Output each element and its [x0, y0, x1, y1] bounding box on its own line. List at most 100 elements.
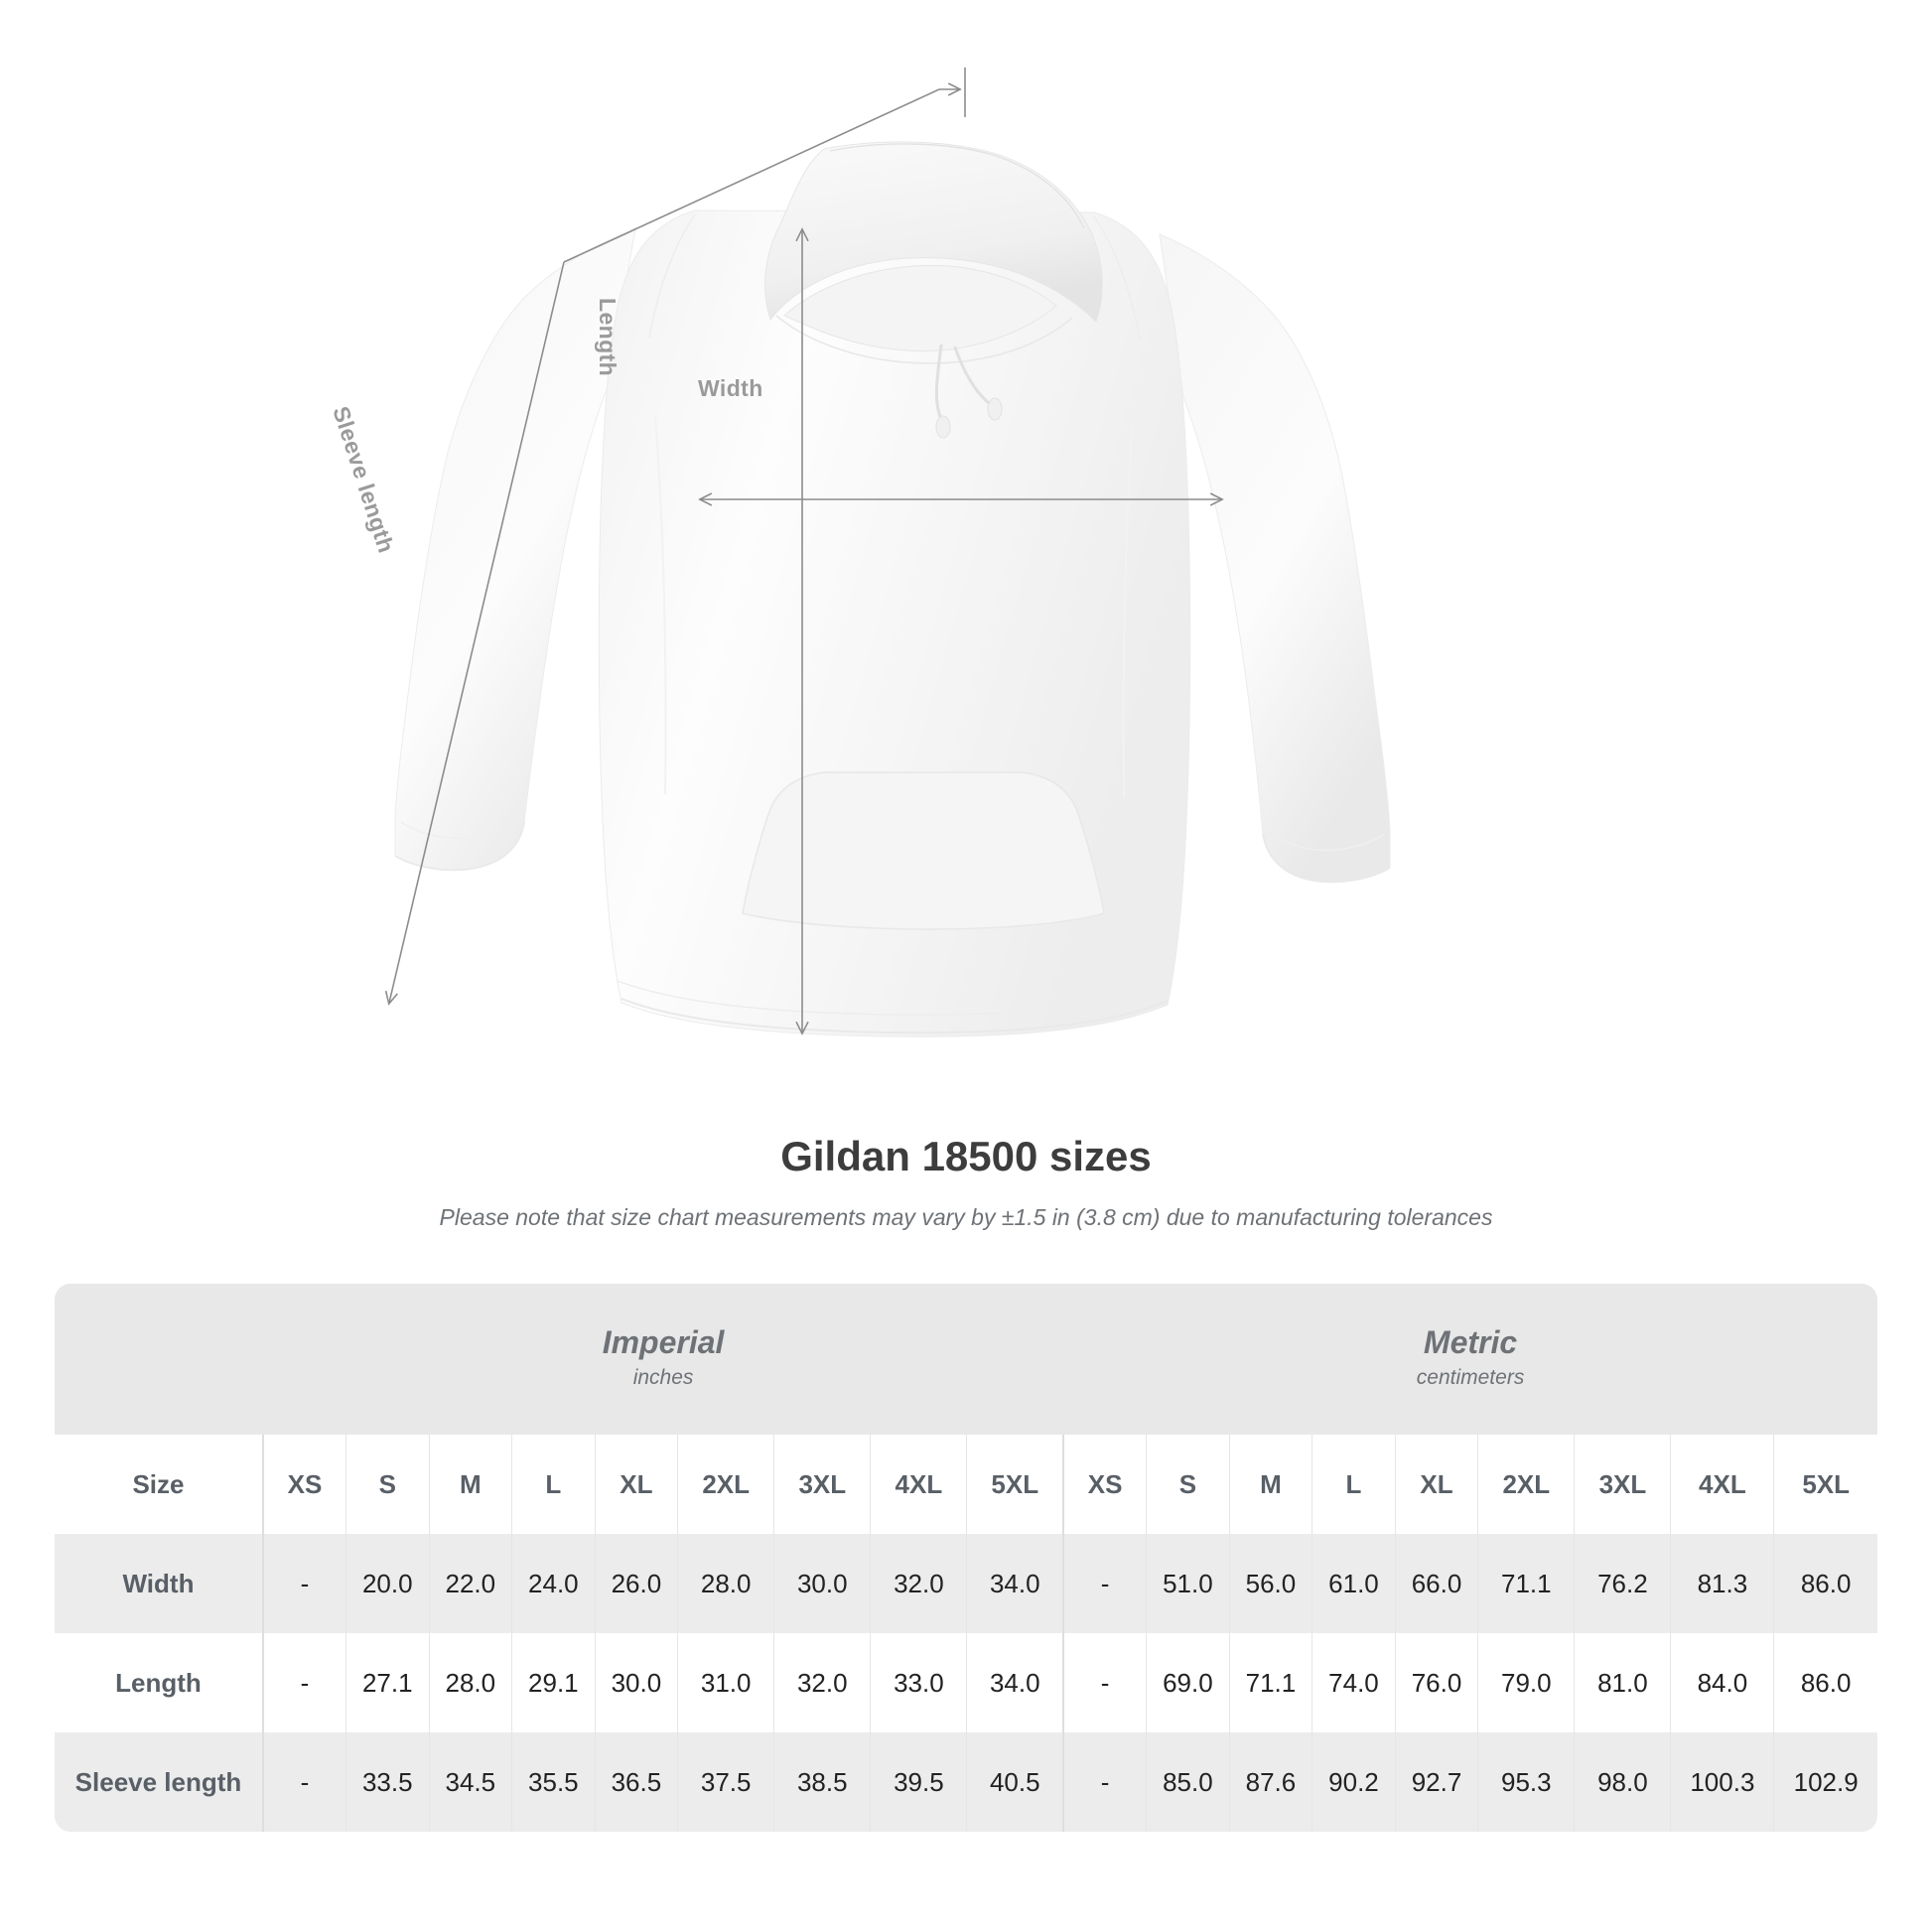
- size-header-s: S: [1146, 1435, 1230, 1534]
- cell-metric-m: 87.6: [1229, 1732, 1313, 1832]
- cell-imperial-m: 28.0: [429, 1633, 513, 1732]
- cell-metric-s: 85.0: [1146, 1732, 1230, 1832]
- table-row: Width -20.0 22.0 24.0 26.0 28.0 30.0 32.0 34.0-5…: [55, 1534, 1877, 1633]
- cell-metric-l: 61.0: [1311, 1534, 1396, 1633]
- unit-group-header-imperial: Imperial inches: [262, 1284, 1064, 1435]
- cell-imperial-3xl: 38.5: [773, 1732, 872, 1832]
- cell-imperial-2xl: 37.5: [677, 1732, 775, 1832]
- cell-metric-2xl: 79.0: [1477, 1633, 1576, 1732]
- cell-imperial-xs: -: [262, 1732, 347, 1832]
- cell-metric-xl: 66.0: [1395, 1534, 1479, 1633]
- size-header-4xl: 4XL: [870, 1435, 968, 1534]
- sleeve-length-dimension-line: [389, 261, 565, 1003]
- cell-imperial-s: 33.5: [345, 1732, 430, 1832]
- cell-metric-2xl: 95.3: [1477, 1732, 1576, 1832]
- size-header-5xl: 5XL: [1773, 1435, 1877, 1534]
- cell-metric-5xl: 102.9: [1773, 1732, 1877, 1832]
- cell-imperial-s: 27.1: [345, 1633, 430, 1732]
- cell-imperial-xs: -: [262, 1633, 347, 1732]
- cell-metric-4xl: 100.3: [1670, 1732, 1775, 1832]
- cell-imperial-5xl: 34.0: [966, 1534, 1064, 1633]
- measurement-row-label: Length: [55, 1633, 264, 1732]
- cell-metric-m: 56.0: [1229, 1534, 1313, 1633]
- cell-metric-4xl: 84.0: [1670, 1633, 1775, 1732]
- cell-metric-xs: -: [1062, 1732, 1148, 1832]
- unit-banner-row: Imperial inches Metric centimeters: [55, 1284, 1877, 1435]
- size-header-3xl: 3XL: [1574, 1435, 1672, 1534]
- measurement-row-label: Width: [55, 1534, 264, 1633]
- cell-imperial-5xl: 34.0: [966, 1633, 1064, 1732]
- size-header-4xl: 4XL: [1670, 1435, 1775, 1534]
- cell-imperial-3xl: 32.0: [773, 1633, 872, 1732]
- hoodie-illustration: [0, 68, 1391, 1037]
- size-header-l: L: [1311, 1435, 1396, 1534]
- size-column-header: Size: [55, 1435, 264, 1534]
- size-header-m: M: [1229, 1435, 1313, 1534]
- unit-group-name: Metric: [1423, 1323, 1518, 1360]
- cell-metric-5xl: 86.0: [1773, 1633, 1877, 1732]
- cell-imperial-2xl: 31.0: [677, 1633, 775, 1732]
- cell-imperial-xs: -: [262, 1534, 347, 1633]
- cell-imperial-5xl: 40.5: [966, 1732, 1064, 1832]
- cell-imperial-2xl: 28.0: [677, 1534, 775, 1633]
- cell-metric-xl: 76.0: [1395, 1633, 1479, 1732]
- cell-metric-m: 71.1: [1229, 1633, 1313, 1732]
- cell-metric-s: 51.0: [1146, 1534, 1230, 1633]
- cell-metric-4xl: 81.3: [1670, 1534, 1775, 1633]
- cell-metric-s: 69.0: [1146, 1633, 1230, 1732]
- cell-metric-2xl: 71.1: [1477, 1534, 1576, 1633]
- cell-imperial-xl: 30.0: [595, 1633, 679, 1732]
- tolerance-note: Please note that size chart measurements…: [439, 1204, 1493, 1231]
- measurement-row-label: Sleeve length: [55, 1732, 264, 1832]
- size-header-s: S: [345, 1435, 430, 1534]
- cell-metric-3xl: 98.0: [1574, 1732, 1672, 1832]
- size-header-xl: XL: [595, 1435, 679, 1534]
- size-header-xl: XL: [1395, 1435, 1479, 1534]
- cell-metric-xs: -: [1062, 1633, 1148, 1732]
- cell-imperial-3xl: 30.0: [773, 1534, 872, 1633]
- cell-imperial-4xl: 33.0: [870, 1633, 968, 1732]
- garment-measurement-diagram: Length Width Sleeve length: [0, 68, 1391, 1037]
- unit-group-subtitle: centimeters: [1416, 1365, 1525, 1389]
- width-label: Width: [698, 375, 763, 401]
- cell-imperial-4xl: 32.0: [870, 1534, 968, 1633]
- page-title: Gildan 18500 sizes: [780, 1133, 1152, 1179]
- length-label: Length: [595, 298, 621, 377]
- cell-imperial-l: 35.5: [511, 1732, 596, 1832]
- size-header-row: Size XS S M L XL 2XL 3XL 4XL 5XL XS S M L XL 2XL 3XL 4XL 5…: [55, 1435, 1877, 1534]
- unit-group-header-metric: Metric centimeters: [1063, 1284, 1877, 1435]
- cell-metric-xl: 92.7: [1395, 1732, 1479, 1832]
- cell-metric-xs: -: [1062, 1534, 1148, 1633]
- sleeve-leader-line: [563, 89, 959, 263]
- size-header-xs: XS: [1062, 1435, 1148, 1534]
- unit-group-name: Imperial: [602, 1323, 725, 1360]
- cell-metric-5xl: 86.0: [1773, 1534, 1877, 1633]
- cell-metric-3xl: 81.0: [1574, 1633, 1672, 1732]
- cell-imperial-4xl: 39.5: [870, 1732, 968, 1832]
- measurement-lines: [389, 68, 1221, 1033]
- size-header-3xl: 3XL: [773, 1435, 872, 1534]
- cell-imperial-m: 34.5: [429, 1732, 513, 1832]
- cell-imperial-xl: 36.5: [595, 1732, 679, 1832]
- size-header-2xl: 2XL: [677, 1435, 775, 1534]
- size-header-5xl: 5XL: [966, 1435, 1064, 1534]
- cell-imperial-m: 22.0: [429, 1534, 513, 1633]
- cell-metric-3xl: 76.2: [1574, 1534, 1672, 1633]
- cell-imperial-l: 29.1: [511, 1633, 596, 1732]
- cell-imperial-l: 24.0: [511, 1534, 596, 1633]
- cell-metric-l: 90.2: [1311, 1732, 1396, 1832]
- title-block: Gildan 18500 sizes Please note that size…: [0, 1132, 1932, 1233]
- unit-banner-spacer: [55, 1284, 263, 1435]
- cell-imperial-s: 20.0: [345, 1534, 430, 1633]
- size-header-xs: XS: [262, 1435, 347, 1534]
- table-row: Length -27.1 28.0 29.1 30.0 31.0 32.0 33.0 34.0-…: [55, 1633, 1877, 1732]
- size-header-l: L: [511, 1435, 596, 1534]
- size-table-container: Imperial inches Metric centimeters Size XS S M L…: [55, 1284, 1877, 1832]
- size-header-m: M: [429, 1435, 513, 1534]
- hoodie-body-shape: [394, 141, 1391, 1037]
- cell-imperial-xl: 26.0: [595, 1534, 679, 1633]
- unit-group-subtitle: inches: [632, 1365, 694, 1389]
- cell-metric-l: 74.0: [1311, 1633, 1396, 1732]
- size-header-2xl: 2XL: [1477, 1435, 1576, 1534]
